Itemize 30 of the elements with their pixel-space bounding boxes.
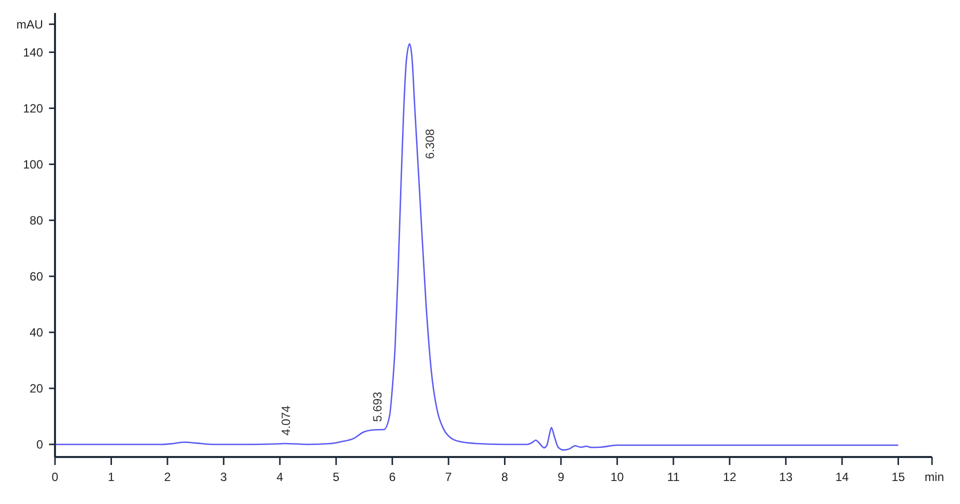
y-tick-label: 80 — [30, 213, 44, 228]
y-tick-label: 100 — [22, 157, 44, 172]
y-tick-label: 40 — [30, 326, 44, 340]
x-axis-title: min — [924, 470, 944, 484]
y-tick-label: 60 — [30, 270, 44, 284]
y-tick-label: 20 — [30, 382, 44, 396]
x-tick-label: 13 — [779, 470, 793, 484]
x-tick-label: 5 — [332, 470, 340, 484]
x-tick-label: 4 — [276, 470, 284, 484]
x-tick-label: 9 — [558, 470, 565, 484]
x-tick-label: 12 — [722, 470, 737, 484]
x-tick-label: 14 — [835, 470, 850, 484]
x-tick-label: 1 — [108, 470, 115, 484]
x-tick-label: 11 — [667, 470, 680, 484]
x-tick-label: 2 — [164, 470, 172, 484]
annotation: 4.074 — [279, 405, 294, 436]
y-tick-label: 0 — [36, 438, 44, 452]
x-tick-label: 8 — [501, 470, 508, 484]
line-series — [54, 43, 899, 451]
annotation: 5.693 — [370, 391, 384, 422]
annotation: 6.308 — [422, 128, 437, 159]
x-tick-label: 10 — [610, 470, 624, 484]
x-tick-label: 0 — [52, 470, 59, 484]
y-axis-title: mAU — [16, 17, 43, 32]
y-tick-label: 120 — [22, 101, 44, 116]
x-tick-label: 7 — [445, 470, 452, 484]
x-tick-label: 15 — [892, 470, 906, 484]
x-tick-label: 6 — [388, 470, 396, 484]
y-tick-label: 140 — [22, 45, 44, 60]
x-tick-label: 3 — [220, 470, 228, 484]
